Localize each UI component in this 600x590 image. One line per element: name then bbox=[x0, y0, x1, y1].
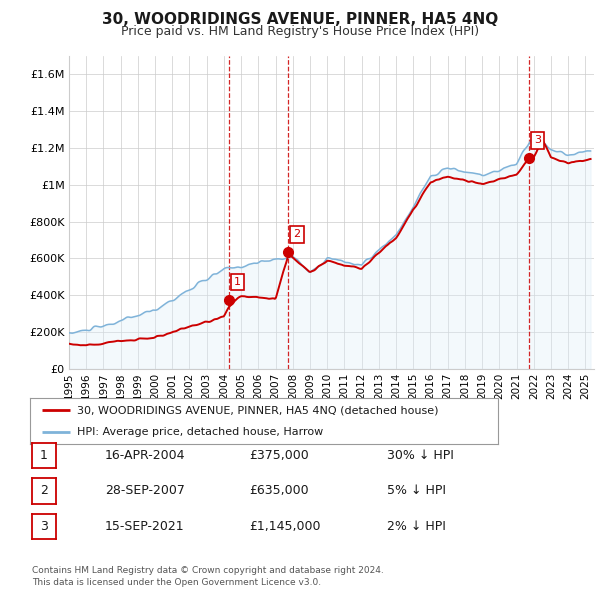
Text: £375,000: £375,000 bbox=[249, 449, 309, 462]
Text: 2% ↓ HPI: 2% ↓ HPI bbox=[387, 520, 446, 533]
Text: 3: 3 bbox=[534, 136, 541, 145]
Text: 28-SEP-2007: 28-SEP-2007 bbox=[105, 484, 185, 497]
Text: 2: 2 bbox=[40, 484, 48, 497]
Text: 30% ↓ HPI: 30% ↓ HPI bbox=[387, 449, 454, 462]
Text: 30, WOODRIDINGS AVENUE, PINNER, HA5 4NQ (detached house): 30, WOODRIDINGS AVENUE, PINNER, HA5 4NQ … bbox=[77, 405, 438, 415]
Text: 15-SEP-2021: 15-SEP-2021 bbox=[105, 520, 185, 533]
Text: 3: 3 bbox=[40, 520, 48, 533]
Text: Price paid vs. HM Land Registry's House Price Index (HPI): Price paid vs. HM Land Registry's House … bbox=[121, 25, 479, 38]
Text: 16-APR-2004: 16-APR-2004 bbox=[105, 449, 185, 462]
Text: £1,145,000: £1,145,000 bbox=[249, 520, 320, 533]
Text: 2: 2 bbox=[293, 230, 301, 239]
Text: 5% ↓ HPI: 5% ↓ HPI bbox=[387, 484, 446, 497]
Text: £635,000: £635,000 bbox=[249, 484, 308, 497]
Text: Contains HM Land Registry data © Crown copyright and database right 2024.
This d: Contains HM Land Registry data © Crown c… bbox=[32, 566, 383, 587]
Text: HPI: Average price, detached house, Harrow: HPI: Average price, detached house, Harr… bbox=[77, 427, 323, 437]
Text: 1: 1 bbox=[40, 449, 48, 462]
Text: 30, WOODRIDINGS AVENUE, PINNER, HA5 4NQ: 30, WOODRIDINGS AVENUE, PINNER, HA5 4NQ bbox=[102, 12, 498, 27]
Text: 1: 1 bbox=[234, 277, 241, 287]
